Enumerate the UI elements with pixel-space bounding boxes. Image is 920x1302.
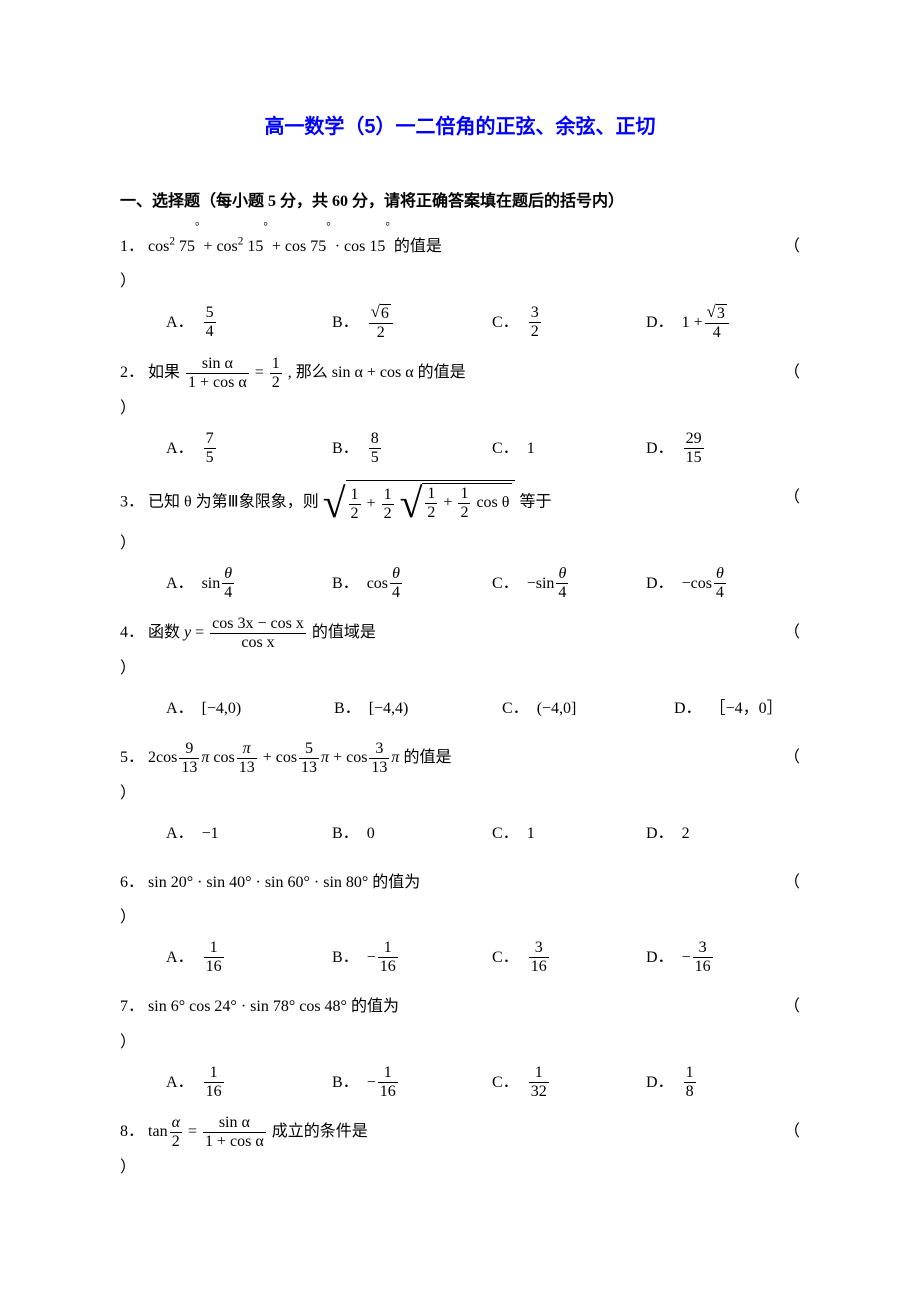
q4-stem: 4． 函数 y = cos 3x − cos xcos x 的值域是 （ (120, 615, 800, 651)
q1-expr: cos2 75° + cos2 15° + cos 75° · cos 15° (148, 238, 390, 255)
q1-close-paren: ） (120, 266, 800, 298)
q2-close-paren: ） (120, 393, 800, 425)
q6-opt-d: D． − 316 (646, 940, 715, 975)
q7-stem: 7． sin 6° cos 24° · sin 78° cos 48° 的值为 … (120, 989, 800, 1024)
question-5: 5． 2cos913π cosπ13 + cos513π + cos313π 的… (120, 740, 800, 851)
q3-opt-d: D． − cosθ4 (646, 566, 728, 601)
q2-opt-c: C． 1 (492, 431, 646, 466)
q7-num: 7． (120, 998, 144, 1015)
q1-stem: 1． cos2 75° + cos2 15° + cos 75° · cos 1… (120, 229, 800, 264)
q6-num: 6． (120, 874, 144, 891)
q2-opt-b: B． 85 (332, 431, 492, 466)
q6-options: A． 116 B． − 116 C． 316 D． − 316 (120, 940, 800, 975)
q7-open-paren: （ (784, 989, 800, 1024)
q3-opt-b: B． cosθ4 (332, 566, 492, 601)
q2-tail: , 那么 sin α + cos α 的值是 (288, 364, 466, 381)
q8-num: 8． (120, 1123, 144, 1140)
q7-tail: 的值为 (351, 998, 399, 1015)
q3-inner-sqrt: √ 12 + 12 cos θ (400, 483, 513, 526)
q4-options: A．[−4,0) B．[−4,4) C．(−4,0] D．［−4，0］ (120, 691, 800, 726)
q2-opt-a: A． 75 (166, 431, 332, 466)
q8-open-paren: （ (784, 1114, 800, 1149)
q2-stem: 2． 如果 sin α1 + cos α = 12 , 那么 sin α + c… (120, 355, 800, 391)
q3-opt-c: C． − sinθ4 (492, 566, 646, 601)
q7-close-paren: ） (120, 1027, 800, 1059)
q3-lead: 已知 θ 为第Ⅲ象限象，则 (148, 494, 323, 511)
q1-opt-b: B． √62 (332, 304, 492, 341)
q7-opt-c: C． 132 (492, 1065, 646, 1100)
q5-close-paren: ） (120, 778, 800, 810)
q4-lead: 函数 (148, 624, 184, 641)
q5-tail: 的值是 (403, 749, 451, 766)
section-header: 一、选择题（每小题 5 分，共 60 分，请将正确答案填在题后的括号内） (120, 187, 800, 211)
q4-opt-d: D．［−4，0］ (674, 691, 783, 726)
q3-outer-sqrt: √ 12 + 12 √ 12 + 12 cos θ (323, 480, 516, 526)
q1-opt-a: A． 54 (166, 304, 332, 341)
q4-close-paren: ） (120, 653, 800, 685)
q5-open-paren: （ (784, 740, 800, 775)
q7-options: A． 116 B． − 116 C． 132 D． 18 (120, 1065, 800, 1100)
q6-opt-b: B． − 116 (332, 940, 492, 975)
q6-opt-a: A． 116 (166, 940, 332, 975)
q6-opt-c: C． 316 (492, 940, 646, 975)
question-3: 3． 已知 θ 为第Ⅲ象限象，则 √ 12 + 12 √ 12 + 12 cos… (120, 480, 800, 601)
q6-expr: sin 20° · sin 40° · sin 60° · sin 80° (148, 874, 368, 891)
q7-expr: sin 6° cos 24° · sin 78° cos 48° (148, 998, 347, 1015)
q1-tail: 的值是 (390, 238, 442, 255)
q5-stem: 5． 2cos913π cosπ13 + cos513π + cos313π 的… (120, 740, 800, 776)
q3-stem: 3． 已知 θ 为第Ⅲ象限象，则 √ 12 + 12 √ 12 + 12 cos… (120, 480, 800, 526)
question-6: 6． sin 20° · sin 40° · sin 60° · sin 80°… (120, 865, 800, 975)
q2-num: 2． (120, 364, 144, 381)
q7-opt-b: B． − 116 (332, 1065, 492, 1100)
q8-stem: 8． tanα2 = sin α1 + cos α 成立的条件是 （ (120, 1114, 800, 1150)
q1-opt-d: D． 1 + √34 (646, 304, 731, 341)
question-1: 1． cos2 75° + cos2 15° + cos 75° · cos 1… (120, 229, 800, 341)
question-8: 8． tanα2 = sin α1 + cos α 成立的条件是 （ ） (120, 1114, 800, 1184)
q5-options: A．−1 B．0 C．1 D．2 (120, 816, 800, 851)
q7-opt-d: D． 18 (646, 1065, 698, 1100)
q8-close-paren: ） (120, 1152, 800, 1184)
q4-opt-b: B．[−4,4) (334, 691, 502, 726)
q2-opt-d: D． 2915 (646, 431, 706, 466)
q2-open-paren: （ (784, 355, 800, 390)
q2-options: A． 75 B． 85 C． 1 D． 2915 (120, 431, 800, 466)
q1-options: A． 54 B． √62 C． 32 D． 1 + √34 (120, 304, 800, 341)
question-7: 7． sin 6° cos 24° · sin 78° cos 48° 的值为 … (120, 989, 800, 1099)
q6-close-paren: ） (120, 902, 800, 934)
page-title: 高一数学（5）一二倍角的正弦、余弦、正切 (120, 110, 800, 139)
q5-opt-d: D．2 (646, 816, 690, 851)
q5-opt-a: A．−1 (166, 816, 332, 851)
question-4: 4． 函数 y = cos 3x − cos xcos x 的值域是 （ ） A… (120, 615, 800, 726)
q3-options: A． sinθ4 B． cosθ4 C． − sinθ4 D． − cosθ4 (120, 566, 800, 601)
q3-open-paren: （ (784, 480, 800, 515)
q8-tail: 成立的条件是 (272, 1123, 368, 1140)
q2-lead: 如果 (148, 364, 180, 381)
q4-opt-c: C．(−4,0] (502, 691, 674, 726)
q5-opt-c: C．1 (492, 816, 646, 851)
q4-tail: 的值域是 (312, 624, 376, 641)
q3-tail: 等于 (519, 494, 551, 511)
question-2: 2． 如果 sin α1 + cos α = 12 , 那么 sin α + c… (120, 355, 800, 466)
q5-opt-b: B．0 (332, 816, 492, 851)
q6-open-paren: （ (784, 865, 800, 900)
q3-num: 3． (120, 494, 144, 511)
q3-close-paren: ） (120, 528, 800, 560)
q6-tail: 的值为 (372, 874, 420, 891)
page: 高一数学（5）一二倍角的正弦、余弦、正切 一、选择题（每小题 5 分，共 60 … (0, 0, 920, 1240)
q1-num: 1． (120, 238, 144, 255)
q1-opt-c: C． 32 (492, 304, 646, 341)
q4-open-paren: （ (784, 615, 800, 650)
q6-stem: 6． sin 20° · sin 40° · sin 60° · sin 80°… (120, 865, 800, 900)
q3-opt-a: A． sinθ4 (166, 566, 332, 601)
q4-num: 4． (120, 624, 144, 641)
q4-opt-a: A．[−4,0) (166, 691, 334, 726)
q7-opt-a: A． 116 (166, 1065, 332, 1100)
q1-open-paren: （ (784, 229, 800, 264)
q5-num: 5． (120, 749, 144, 766)
